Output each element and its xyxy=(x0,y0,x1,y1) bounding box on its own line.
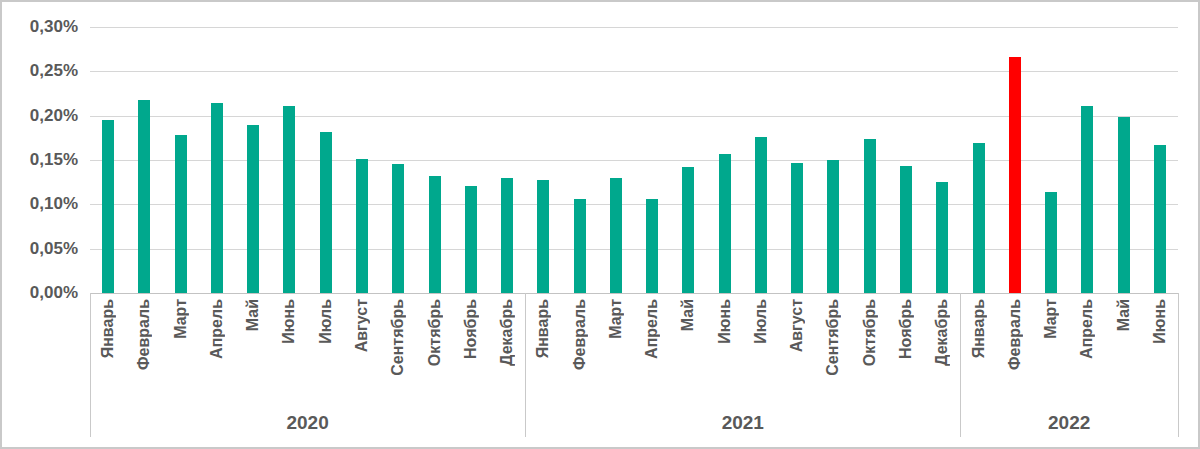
x-axis-label-month: Октябрь xyxy=(861,299,879,366)
x-axis-label-month: Июнь xyxy=(716,299,734,344)
x-axis-label-year: 2020 xyxy=(90,412,525,434)
x-axis-label-month: Июнь xyxy=(1151,299,1169,344)
x-axis-label-month: Сентябрь xyxy=(824,299,842,376)
x-axis-label-month: Август xyxy=(353,299,371,352)
bar-2022-Февраль xyxy=(1009,57,1021,293)
y-axis-tick-label: 0,00% xyxy=(10,282,78,304)
x-axis-label-year: 2021 xyxy=(525,412,960,434)
bar-2020-Ноябрь xyxy=(465,186,477,293)
bar-2020-Июль xyxy=(320,132,332,293)
bar-2021-Июль xyxy=(755,137,767,293)
x-axis-label-month: Апрель xyxy=(643,299,661,359)
x-axis-label-month: Март xyxy=(1042,299,1060,339)
x-axis-label-year: 2022 xyxy=(960,412,1178,434)
x-axis-label-month: Август xyxy=(788,299,806,352)
bar-2022-Май xyxy=(1118,117,1130,293)
x-axis-label-month: Январь xyxy=(99,299,117,358)
x-axis-label-month: Апрель xyxy=(208,299,226,359)
y-axis-tick-label: 0,05% xyxy=(10,238,78,260)
x-axis-label-month: Март xyxy=(172,299,190,339)
bar-2020-Август xyxy=(356,159,368,293)
x-axis-label-month: Июнь xyxy=(280,299,298,344)
x-axis-label-month: Март xyxy=(607,299,625,339)
bar-2020-Июнь xyxy=(283,106,295,293)
x-axis-label-month: Январь xyxy=(534,299,552,358)
year-group-divider xyxy=(1178,293,1179,437)
x-axis-label-month: Февраль xyxy=(135,299,153,370)
bar-2021-Октябрь xyxy=(864,139,876,293)
bar-2021-Февраль xyxy=(574,199,586,293)
x-axis-label-month: Октябрь xyxy=(426,299,444,366)
x-axis-label-month: Май xyxy=(1115,299,1133,331)
bar-2020-Февраль xyxy=(138,100,150,293)
x-axis-label-month: Сентябрь xyxy=(389,299,407,376)
x-axis-label-month: Июль xyxy=(317,299,335,344)
bar-2021-Август xyxy=(791,163,803,293)
x-axis-label-month: Февраль xyxy=(571,299,589,370)
bar-2020-Октябрь xyxy=(429,176,441,293)
x-axis-label-month: Апрель xyxy=(1078,299,1096,359)
x-axis-label-month: Январь xyxy=(970,299,988,358)
x-axis-label-month: Июль xyxy=(752,299,770,344)
gridline xyxy=(90,27,1178,28)
bar-2021-Апрель xyxy=(646,199,658,293)
monthly-percentage-bar-chart: 0,00% 0,05% 0,10% 0,15% 0,20% 0,25% 0,30% Январ… xyxy=(0,0,1200,449)
y-axis-tick-label: 0,25% xyxy=(10,60,78,82)
x-axis-label-month: Май xyxy=(244,299,262,331)
bar-2022-Апрель xyxy=(1081,106,1093,293)
x-axis-line xyxy=(90,293,1178,294)
y-axis-tick-label: 0,10% xyxy=(10,193,78,215)
y-axis-tick-label: 0,30% xyxy=(10,16,78,38)
bar-2022-Январь xyxy=(973,143,985,293)
bar-2021-Март xyxy=(610,178,622,293)
bar-2021-Сентябрь xyxy=(827,160,839,293)
bar-2020-Январь xyxy=(102,120,114,293)
y-axis-tick-label: 0,15% xyxy=(10,149,78,171)
x-axis-label-month: Декабрь xyxy=(498,299,516,366)
bar-2022-Июнь xyxy=(1154,145,1166,293)
y-axis-tick-label: 0,20% xyxy=(10,105,78,127)
x-axis-label-month: Февраль xyxy=(1006,299,1024,370)
bar-2020-Сентябрь xyxy=(392,164,404,293)
x-axis-label-month: Май xyxy=(679,299,697,331)
bar-2020-Апрель xyxy=(211,103,223,293)
bar-2020-Март xyxy=(175,135,187,293)
bar-2021-Июнь xyxy=(719,154,731,293)
x-axis-label-month: Ноябрь xyxy=(897,299,915,359)
bar-2021-Декабрь xyxy=(936,182,948,293)
x-axis-label-month: Ноябрь xyxy=(462,299,480,359)
bar-2021-Январь xyxy=(537,180,549,293)
x-axis-label-month: Декабрь xyxy=(933,299,951,366)
bar-2020-Декабрь xyxy=(501,178,513,293)
bar-2021-Ноябрь xyxy=(900,166,912,293)
bar-2021-Май xyxy=(682,167,694,293)
bar-2022-Март xyxy=(1045,192,1057,293)
bar-2020-Май xyxy=(247,125,259,293)
